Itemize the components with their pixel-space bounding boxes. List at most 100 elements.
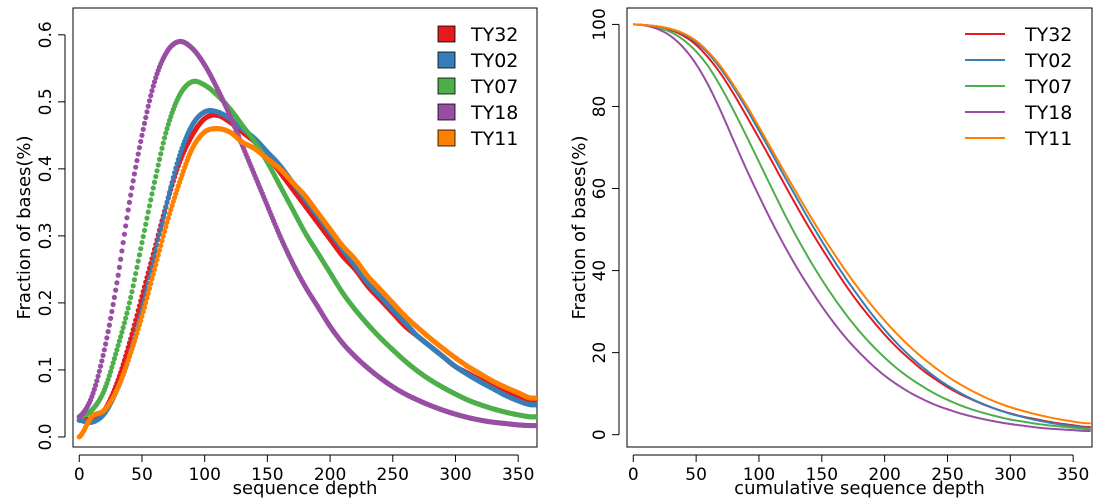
data-point xyxy=(133,334,139,340)
data-point xyxy=(160,215,166,221)
data-point xyxy=(135,151,141,157)
y-tick-label: 40 xyxy=(590,260,610,282)
data-point xyxy=(96,368,102,374)
plot-frame xyxy=(626,7,1093,448)
x-tick-label: 0 xyxy=(628,465,639,485)
data-point xyxy=(123,315,129,321)
legend-swatch xyxy=(437,77,456,95)
data-point xyxy=(133,270,139,277)
data-point xyxy=(134,157,140,164)
data-point xyxy=(95,373,101,379)
plot-area xyxy=(633,23,1091,432)
data-point xyxy=(151,266,158,272)
data-point xyxy=(101,347,107,353)
data-point xyxy=(166,211,173,217)
data-point xyxy=(125,305,131,311)
legend: TY32 TY02 TY07 TY18 TY11 xyxy=(437,24,518,150)
data-point xyxy=(164,199,170,205)
x-axis-label: cumulative sequence depth xyxy=(734,478,985,499)
data-point xyxy=(534,422,537,429)
data-point xyxy=(108,315,114,321)
x-tick-label: 100 xyxy=(743,465,775,485)
data-point xyxy=(150,271,156,277)
legend-label: TY02 xyxy=(470,50,518,72)
data-point xyxy=(123,223,129,229)
data-point xyxy=(140,126,146,132)
y-tick-label: 60 xyxy=(590,178,610,200)
data-point xyxy=(109,308,115,315)
legend-label: TY18 xyxy=(470,102,518,124)
data-point xyxy=(109,364,115,370)
data-point xyxy=(169,179,175,185)
y-tick-label: 80 xyxy=(590,96,610,118)
data-point xyxy=(136,252,143,258)
data-point xyxy=(126,199,133,205)
data-point xyxy=(153,173,159,180)
y-tick-label: 0.5 xyxy=(36,88,56,115)
series-ty18-points xyxy=(76,38,537,429)
data-point xyxy=(149,276,155,282)
data-point xyxy=(140,309,146,315)
left-chart-panel: 0 50 100 150 200 250 300 350 0.0 0.1 0.2 0.3 0.4 0.5 0… xyxy=(14,7,538,499)
y-tick-label: 0.3 xyxy=(36,222,56,249)
data-point xyxy=(145,103,151,109)
legend-label: TY11 xyxy=(470,128,518,150)
legend-swatch xyxy=(437,25,456,43)
data-point xyxy=(161,210,168,216)
x-tick-label: 150 xyxy=(251,465,283,485)
data-point xyxy=(124,215,130,221)
data-point xyxy=(154,257,160,263)
right-chart-panel: 0 50 100 150 200 250 300 350020406080100cumulat… xyxy=(569,7,1093,499)
data-point xyxy=(146,98,153,104)
data-point xyxy=(173,165,179,171)
data-point xyxy=(104,335,110,341)
data-point xyxy=(126,300,133,306)
data-point xyxy=(144,295,150,301)
x-tick-label: 200 xyxy=(868,465,900,485)
data-point xyxy=(171,170,178,176)
data-point xyxy=(534,414,537,420)
x-tick-label: 250 xyxy=(931,465,963,485)
data-point xyxy=(141,120,148,126)
data-point xyxy=(135,258,141,264)
data-point xyxy=(149,88,155,94)
series-ty11-points xyxy=(76,126,537,440)
data-point xyxy=(103,341,109,347)
x-tick-label: 250 xyxy=(377,465,409,485)
data-point xyxy=(131,322,138,328)
x-tick-label: 350 xyxy=(1057,465,1089,485)
data-point xyxy=(159,145,165,151)
data-point xyxy=(143,114,149,121)
data-point xyxy=(118,334,124,340)
data-point xyxy=(100,352,106,359)
data-point xyxy=(139,239,145,246)
legend-swatch xyxy=(437,129,456,147)
data-point xyxy=(91,386,97,392)
series-ty32-line xyxy=(633,23,1091,428)
data-point xyxy=(146,203,153,209)
data-point xyxy=(138,246,144,252)
data-point xyxy=(110,301,116,308)
data-point xyxy=(105,329,111,335)
data-point xyxy=(151,179,158,185)
data-point xyxy=(158,151,164,157)
data-point xyxy=(115,342,121,349)
data-point xyxy=(119,248,125,254)
data-point xyxy=(113,351,119,357)
data-point xyxy=(123,353,129,359)
data-point xyxy=(160,233,166,239)
y-tick-label: 0.4 xyxy=(36,155,56,182)
data-point xyxy=(140,233,146,240)
data-point xyxy=(164,126,170,132)
data-point xyxy=(121,320,128,326)
data-point xyxy=(151,79,158,85)
data-point xyxy=(130,178,136,184)
data-point xyxy=(148,197,154,203)
data-point xyxy=(159,238,165,244)
data-point xyxy=(133,164,139,170)
data-point xyxy=(154,168,160,174)
data-point xyxy=(156,247,163,253)
data-point xyxy=(141,227,148,234)
x-tick-label: 150 xyxy=(806,465,838,485)
data-point xyxy=(155,252,161,258)
